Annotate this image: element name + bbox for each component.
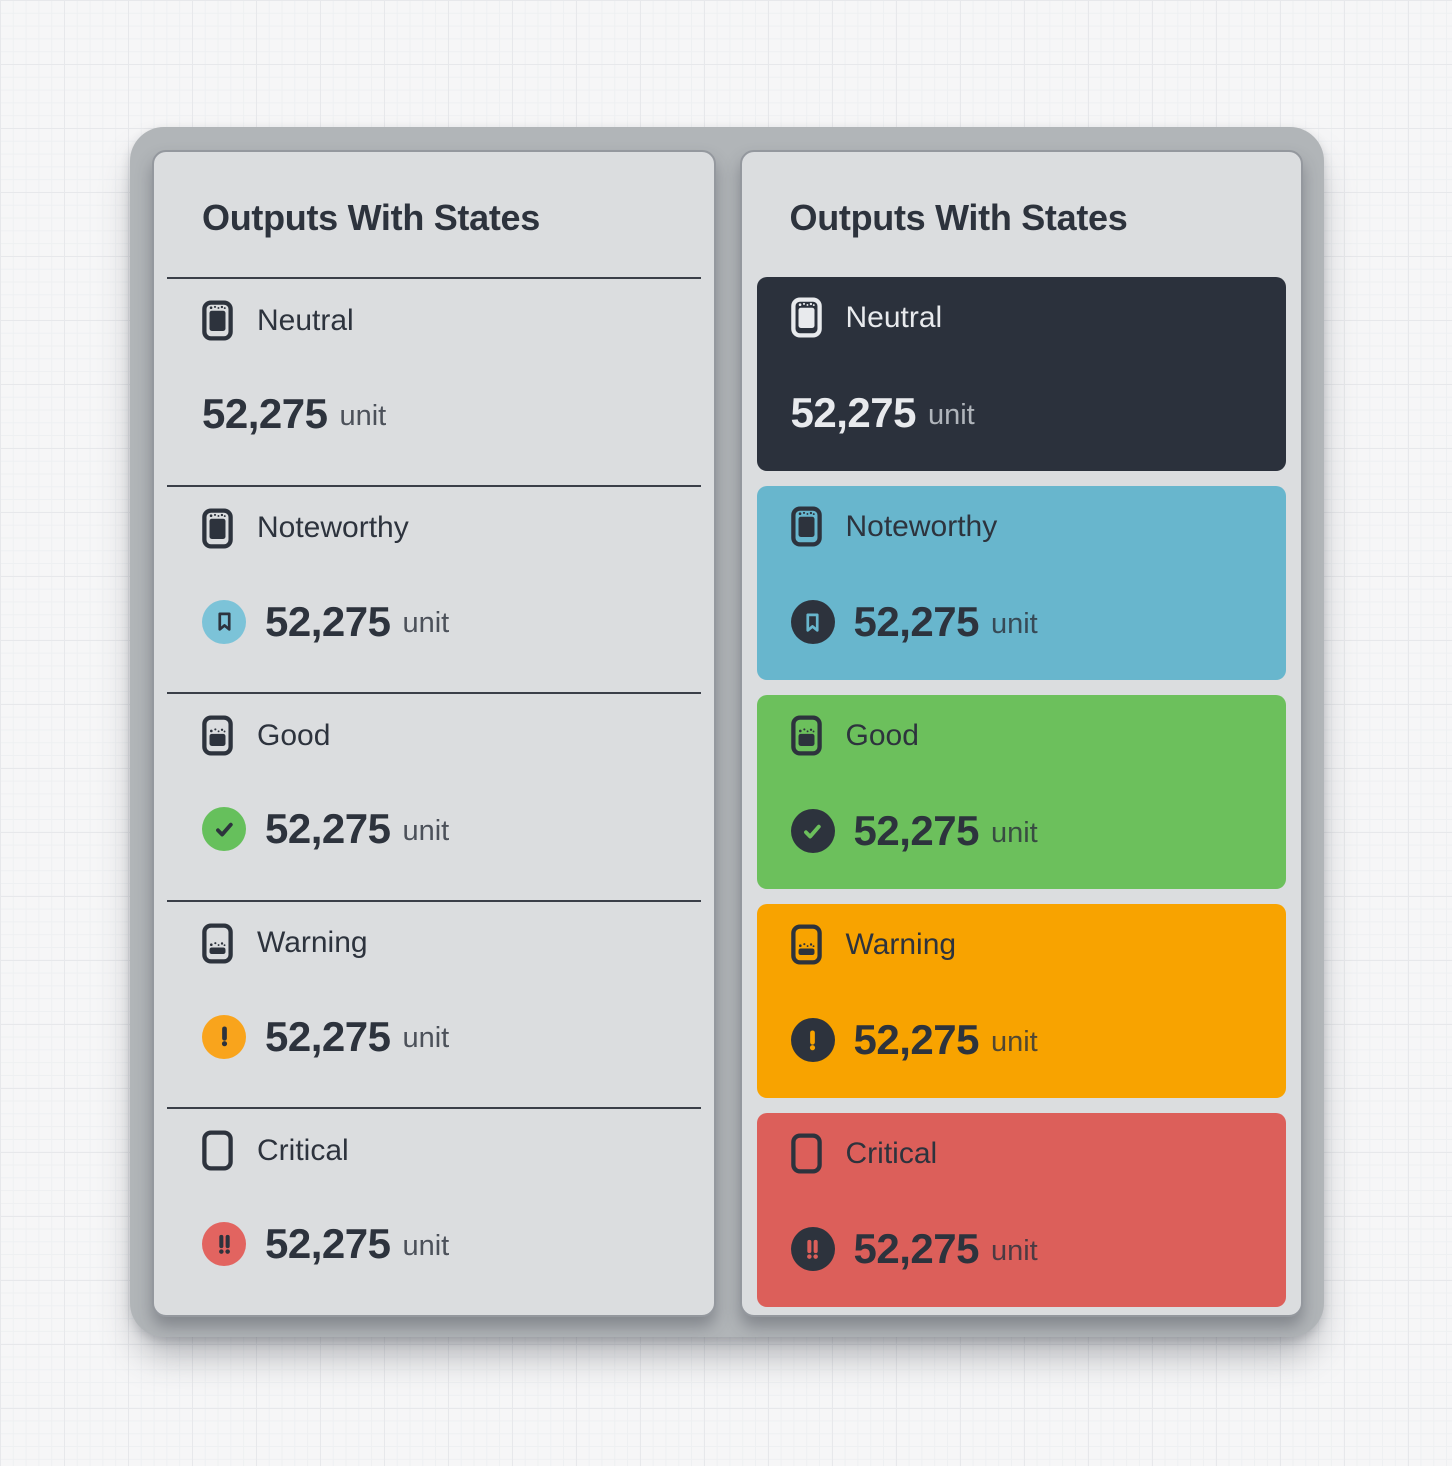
container-full-icon [202, 508, 233, 549]
row-label: Warning [257, 926, 368, 960]
card-value: 52,275 [853, 598, 980, 645]
panel-title: Outputs With States [202, 196, 540, 238]
card-unit: unit [990, 1234, 1038, 1267]
double-exclamation-icon [202, 1222, 246, 1267]
container-empty-icon [791, 1133, 822, 1174]
panel-title: Outputs With States [789, 196, 1128, 238]
cards-list: Neutral 52,275 unit Noteworthy 52,275 un… [742, 277, 1302, 1315]
divider [167, 692, 701, 695]
row-value: 52,275 [265, 805, 391, 853]
card-value: 52,275 [853, 1016, 980, 1063]
row-good: Good 52,275 unit [154, 694, 714, 900]
row-value: 52,275 [265, 597, 391, 645]
container-full-icon [791, 297, 822, 338]
divider [167, 277, 701, 279]
rows-list: Neutral 52,275 unit Noteworthy 52,275 un… [154, 279, 714, 1315]
row-unit: unit [402, 1022, 450, 1055]
row-label: Critical [257, 1133, 349, 1167]
card-value: 52,275 [853, 1225, 980, 1272]
container-full-icon [791, 506, 822, 547]
row-value: 52,275 [202, 390, 328, 437]
exclamation-icon [790, 1018, 835, 1062]
divider [167, 899, 701, 902]
card-value: 52,275 [790, 389, 917, 436]
row-value: 52,275 [265, 1220, 391, 1268]
exclamation-icon [202, 1014, 246, 1059]
card-good: Good 52,275 unit [756, 695, 1286, 889]
double-exclamation-icon [790, 1227, 835, 1271]
row-unit: unit [402, 814, 450, 847]
card-value: 52,275 [853, 807, 980, 854]
container-low-icon [202, 923, 233, 964]
card-unit: unit [990, 1025, 1038, 1058]
row-unit: unit [402, 1229, 450, 1262]
card-label: Good [845, 718, 919, 752]
row-noteworthy: Noteworthy 52,275 unit [154, 487, 714, 693]
divider [167, 484, 701, 487]
card-unit: unit [990, 607, 1038, 640]
card-unit: unit [927, 398, 975, 431]
card-critical: Critical 52,275 unit [756, 1113, 1286, 1307]
container-low-icon [791, 924, 822, 965]
card-label: Critical [845, 1136, 938, 1170]
card-warning: Warning 52,275 unit [756, 904, 1286, 1098]
row-label: Neutral [257, 303, 354, 337]
row-label: Noteworthy [257, 511, 409, 545]
bookmark-icon [790, 600, 835, 644]
widget-frame: Outputs With States Neutral 52,275 unit … [130, 127, 1324, 1337]
row-label: Good [257, 718, 331, 752]
divider [167, 1107, 701, 1110]
card-neutral: Neutral 52,275 unit [756, 277, 1286, 471]
row-critical: Critical 52,275 unit [154, 1109, 714, 1315]
row-warning: Warning 52,275 unit [154, 902, 714, 1108]
outputs-panel-plain: Outputs With States Neutral 52,275 unit … [152, 150, 716, 1317]
container-half-icon [202, 715, 233, 756]
row-value: 52,275 [265, 1012, 391, 1060]
card-label: Neutral [845, 300, 943, 334]
container-empty-icon [202, 1130, 233, 1171]
row-neutral: Neutral 52,275 unit [154, 279, 714, 485]
row-unit: unit [339, 399, 387, 432]
card-noteworthy: Noteworthy 52,275 unit [756, 486, 1286, 680]
card-label: Noteworthy [845, 509, 998, 543]
container-full-icon [202, 300, 233, 341]
outputs-panel-colored: Outputs With States Neutral 52,275 unit … [739, 150, 1303, 1317]
card-label: Warning [845, 927, 957, 961]
container-half-icon [791, 715, 822, 756]
row-unit: unit [402, 607, 450, 640]
check-icon [202, 807, 246, 852]
check-icon [790, 809, 835, 853]
bookmark-icon [202, 599, 246, 644]
card-unit: unit [990, 816, 1038, 849]
